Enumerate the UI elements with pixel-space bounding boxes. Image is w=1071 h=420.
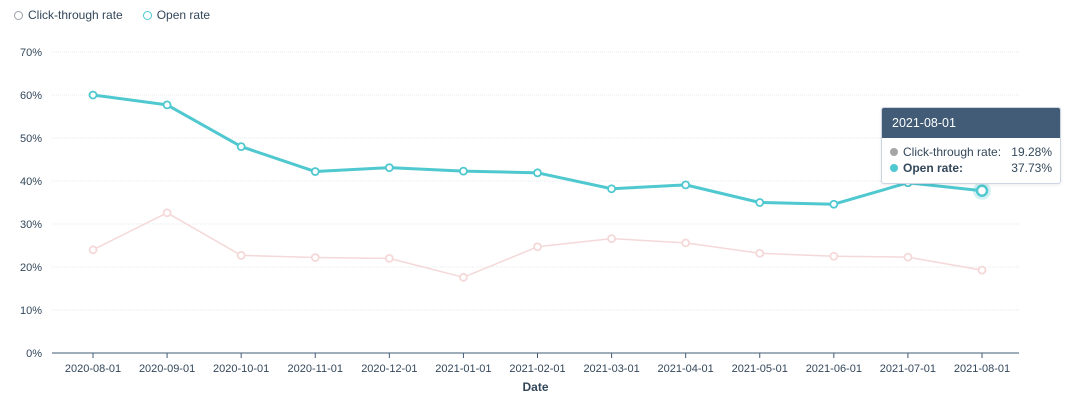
open-series-point [681, 180, 691, 190]
x-tick-label: 2020-12-01 [361, 363, 417, 375]
legend-item-ctr[interactable]: Click-through rate [14, 8, 123, 22]
ctr-series-point [977, 265, 987, 275]
open-series-point [162, 100, 172, 110]
ctr-series-point [310, 253, 320, 262]
ctr-series-point [607, 234, 616, 244]
x-tick-label: 2021-03-01 [583, 363, 639, 375]
open-series-point [975, 184, 989, 198]
y-tick-label: 10% [20, 305, 42, 317]
x-axis-title: Date [522, 380, 548, 394]
ctr-series-point [459, 272, 468, 282]
tooltip-body: Click-through rate: 19.28% Open rate: 37… [882, 138, 1060, 183]
tooltip-row-open: Open rate: 37.73% [890, 160, 1052, 176]
x-tick-label: 2021-08-01 [954, 363, 1010, 375]
open-series-point [533, 168, 542, 178]
tooltip-open-value: 37.73% [1011, 161, 1052, 175]
x-tick-label: 2020-10-01 [213, 363, 269, 375]
ctr-series-point [903, 252, 913, 262]
y-tick-label: 50% [20, 133, 42, 145]
ctr-series-point [681, 238, 691, 248]
ctr-series-point [236, 250, 246, 260]
ctr-series-point [88, 245, 98, 255]
tooltip-ctr-name: Click-through rate: [903, 145, 1002, 159]
legend: Click-through rate Open rate [14, 8, 210, 22]
tooltip-row-ctr: Click-through rate: 19.28% [890, 144, 1052, 160]
x-tick-label: 2020-11-01 [288, 363, 343, 375]
x-tick-label: 2021-06-01 [806, 363, 862, 375]
ctr-series-point [384, 253, 394, 263]
y-tick-label: 30% [20, 219, 42, 231]
open-series-point [310, 167, 320, 176]
ctr-series-point [829, 251, 839, 261]
x-tick-label: 2021-07-01 [880, 363, 936, 375]
legend-ctr-marker-icon [14, 10, 23, 20]
x-tick-label: 2021-05-01 [732, 363, 788, 375]
legend-open-marker-icon [142, 10, 152, 20]
open-series-point [236, 142, 246, 152]
x-tick-label: 2021-01-01 [435, 363, 491, 375]
y-tick-label: 60% [20, 90, 42, 102]
open-series-point [459, 166, 468, 176]
open-series-point [88, 90, 98, 100]
x-tick-label: 2021-02-01 [509, 363, 565, 375]
legend-item-open[interactable]: Open rate [142, 8, 211, 22]
tooltip-ctr-dot-icon [890, 148, 898, 156]
x-tick-label: 2020-09-01 [139, 363, 195, 375]
ctr-series-point [162, 208, 172, 218]
y-tick-label: 0% [26, 348, 42, 360]
open-series-point [384, 163, 394, 173]
x-tick-label: 2020-08-01 [65, 363, 121, 375]
open-series-point [607, 184, 616, 194]
y-tick-label: 20% [20, 262, 42, 274]
open-series-point [755, 198, 765, 207]
y-tick-label: 70% [20, 47, 42, 59]
open-series-line [91, 93, 984, 206]
ctr-series-point [755, 248, 765, 258]
legend-open-label: Open rate [156, 8, 211, 22]
tooltip-date: 2021-08-01 [882, 108, 1060, 138]
tooltip-open-dot-icon [890, 164, 898, 172]
ctr-series-point [533, 242, 542, 252]
tooltip: 2021-08-01 Click-through rate: 19.28% Op… [881, 107, 1061, 184]
open-series-point [829, 199, 839, 209]
y-tick-label: 40% [20, 176, 42, 188]
x-tick-label: 2021-04-01 [658, 363, 714, 375]
tooltip-ctr-value: 19.28% [1011, 145, 1052, 159]
legend-ctr-label: Click-through rate [28, 8, 123, 22]
tooltip-open-name: Open rate: [903, 161, 964, 175]
